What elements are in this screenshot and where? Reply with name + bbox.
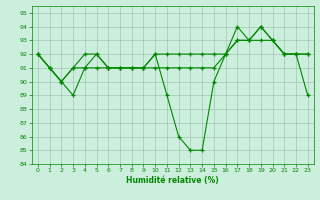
X-axis label: Humidité relative (%): Humidité relative (%) [126,176,219,185]
